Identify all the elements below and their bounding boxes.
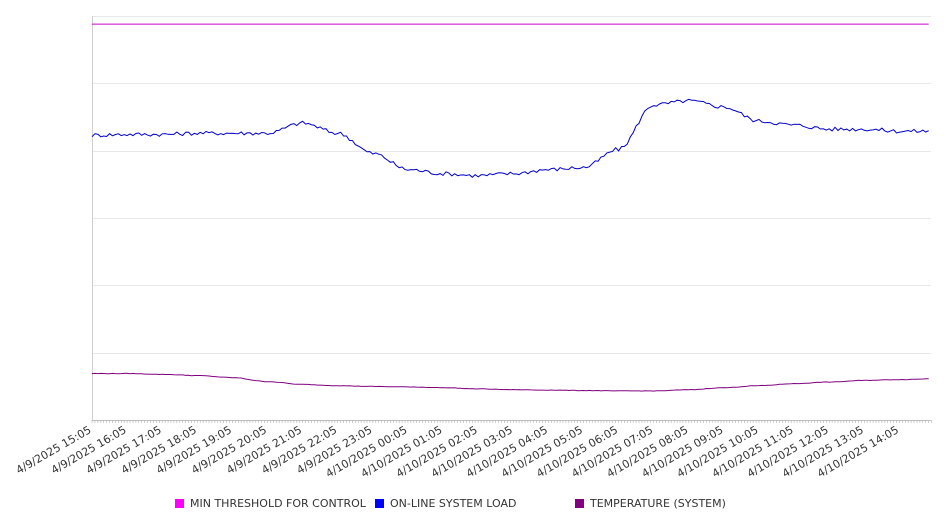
- legend-swatch-temperature: [575, 499, 584, 508]
- legend-label-system-load: ON-LINE SYSTEM LOAD: [390, 497, 517, 510]
- legend-swatch-system-load: [375, 499, 384, 508]
- gridlines: [92, 16, 931, 354]
- legend-label-temperature: TEMPERATURE (SYSTEM): [590, 497, 726, 510]
- legend-item-temperature[interactable]: TEMPERATURE (SYSTEM): [575, 497, 726, 510]
- x-tick-labels: 4/9/2025 15:054/9/2025 16:054/9/2025 17:…: [14, 423, 901, 480]
- legend-item-min-threshold[interactable]: MIN THRESHOLD FOR CONTROL: [175, 497, 366, 510]
- series-group: [91, 23, 929, 392]
- legend-swatch-min-threshold: [175, 499, 184, 508]
- legend: MIN THRESHOLD FOR CONTROL ON-LINE SYSTEM…: [0, 497, 946, 515]
- series-line-temperature: [91, 372, 929, 392]
- series-line-system-load: [91, 98, 929, 178]
- minor-tick-marks: [91, 420, 932, 423]
- x-minor-ticks: [91, 420, 932, 423]
- legend-item-system-load[interactable]: ON-LINE SYSTEM LOAD: [375, 497, 516, 510]
- legend-label-min-threshold: MIN THRESHOLD FOR CONTROL: [190, 497, 366, 510]
